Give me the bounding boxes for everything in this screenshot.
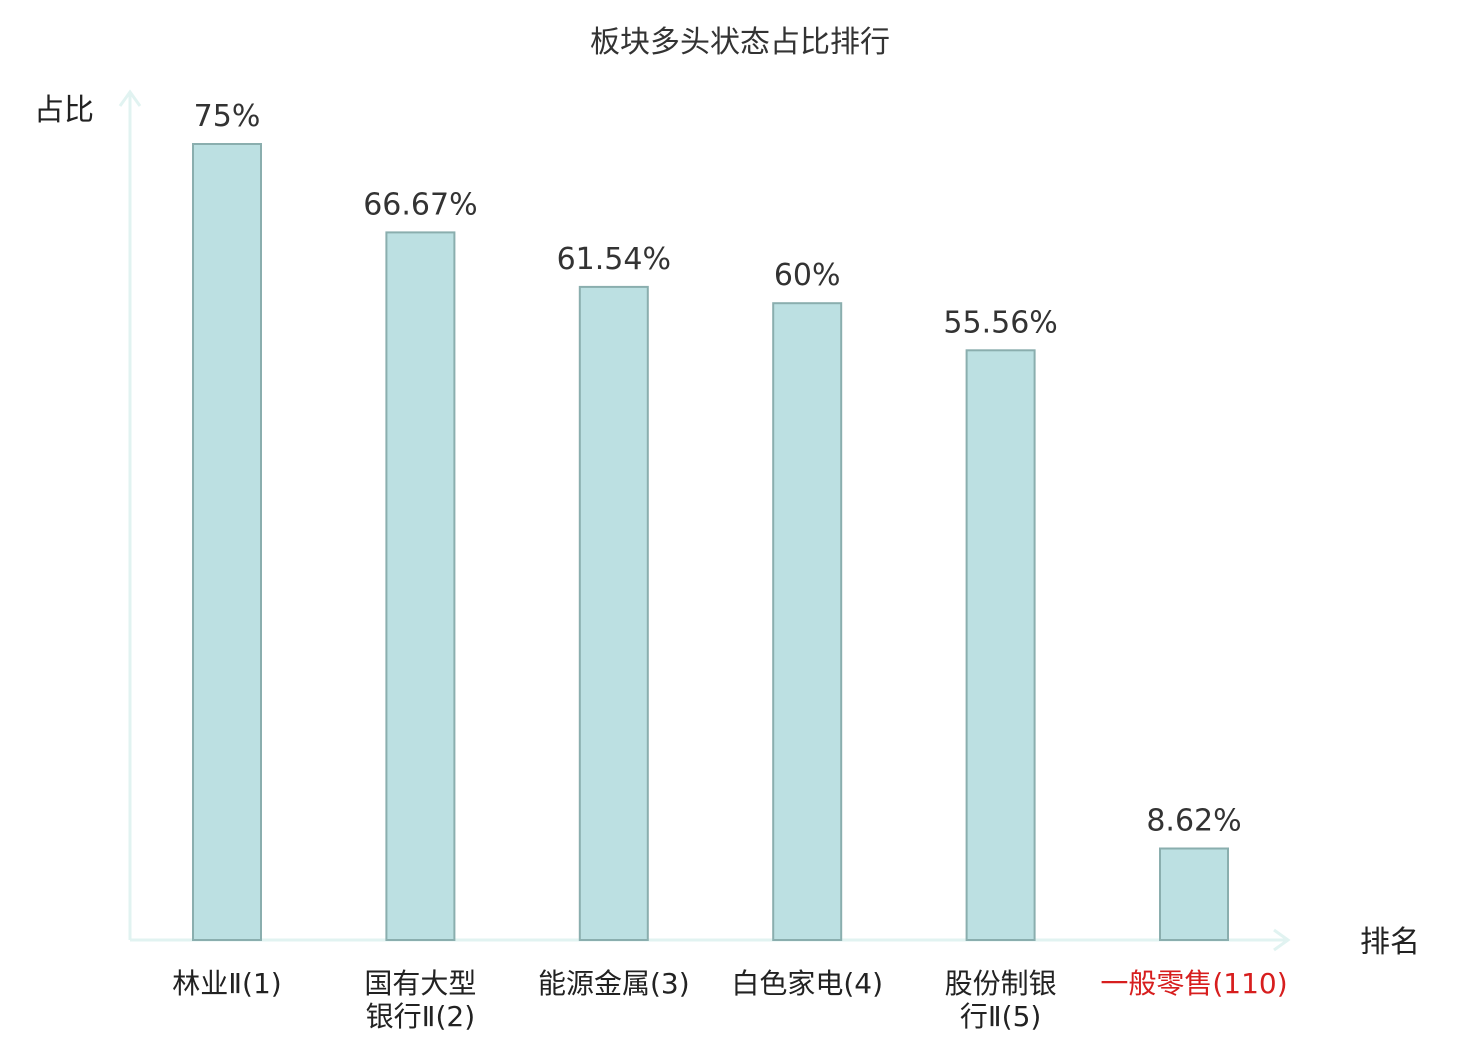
value-labels-group: 75% 66.67% 61.54% 60% 55.56% 8.62% xyxy=(194,99,1242,839)
bar xyxy=(385,231,456,941)
y-axis-label: 占比 xyxy=(34,93,94,128)
bar-value-label: 61.54% xyxy=(557,242,671,277)
x-tick-label: 国有大型 xyxy=(364,967,476,1000)
x-tick-label: 能源金属(3) xyxy=(538,967,690,1000)
chart-title: 板块多头状态占比排行 xyxy=(590,25,890,60)
x-axis-arrow-icon xyxy=(1273,928,1291,952)
bar xyxy=(965,349,1036,941)
x-tick-label: 林业Ⅱ(1) xyxy=(172,967,281,1000)
bar-value-label: 8.62% xyxy=(1146,804,1241,839)
bar-value-label: 75% xyxy=(194,99,261,134)
bar xyxy=(192,143,262,941)
x-tick-label: 行Ⅱ(5) xyxy=(960,1000,1041,1033)
bar-value-label: 55.56% xyxy=(943,305,1057,340)
bar-value-label: 60% xyxy=(774,258,841,293)
bar xyxy=(578,285,649,941)
bar xyxy=(1159,847,1229,941)
bar-value-label: 66.67% xyxy=(363,187,477,222)
x-tick-label: 白色家电(4) xyxy=(731,967,883,1000)
x-tick-label: 一般零售(110) xyxy=(1100,967,1287,1000)
x-tick-label: 银行Ⅱ(2) xyxy=(366,1000,475,1033)
x-axis-label: 排名 xyxy=(1360,925,1420,960)
bars-group xyxy=(192,143,1229,941)
y-axis-arrow-icon xyxy=(118,89,142,107)
x-tick-label: 股份制银 xyxy=(945,967,1057,1000)
bar xyxy=(772,302,843,941)
